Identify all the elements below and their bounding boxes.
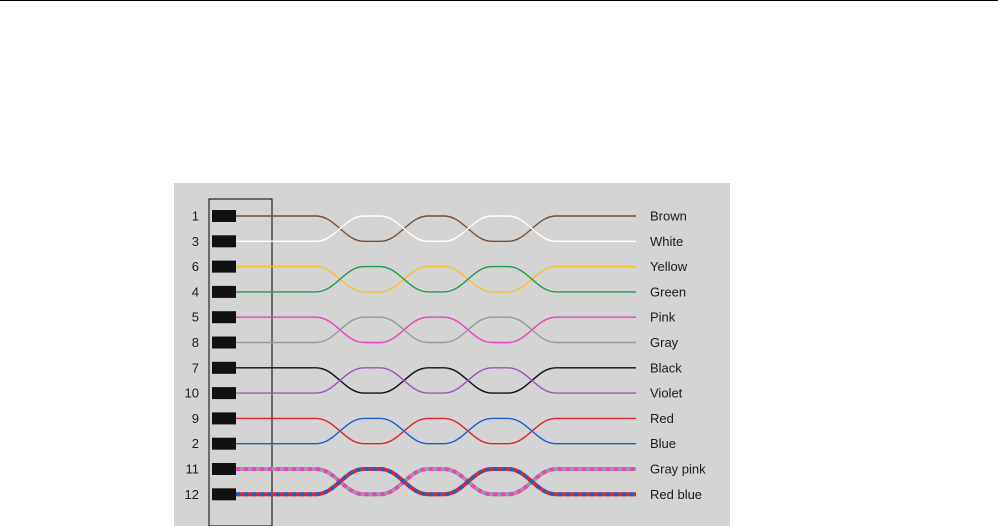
pin-number-11: 11	[186, 462, 200, 477]
wire-stripe-red-blue	[236, 467, 636, 497]
wire-label-green: Green	[650, 284, 686, 299]
wire-red	[236, 417, 636, 445]
wire-gray	[236, 316, 636, 344]
pin-number-1: 1	[192, 209, 199, 224]
wire-pink	[236, 316, 636, 344]
wire-label-violet: Violet	[650, 386, 683, 401]
pin-block-1	[212, 210, 236, 222]
wire-label-brown: Brown	[650, 209, 687, 224]
wire-stripe-gray-pink	[236, 467, 636, 497]
pin-number-7: 7	[192, 360, 199, 375]
wire-white	[236, 215, 636, 242]
wiring-diagram-svg: 1 Brown 3 White 6 Yellow 4 Green 5 Pink 8 Gray 7 Blac…	[185, 198, 707, 526]
pin-block-6	[212, 260, 236, 273]
pin-block-10	[212, 387, 236, 400]
wire-violet	[236, 367, 636, 394]
pin-number-12: 12	[185, 487, 199, 502]
pin-block-7	[212, 361, 236, 374]
wire-label-red-blue: Red blue	[650, 487, 702, 502]
pins-layer	[212, 210, 236, 501]
wire-label-red: Red	[650, 411, 674, 426]
pin-block-11	[212, 463, 236, 475]
wires-layer	[236, 215, 636, 497]
wire-label-yellow: Yellow	[650, 259, 688, 274]
pin-number-8: 8	[192, 335, 199, 350]
pin-number-2: 2	[192, 436, 199, 451]
pin-block-12	[212, 488, 236, 501]
wire-blue	[236, 417, 636, 445]
pin-number-9: 9	[192, 411, 199, 426]
wire-label-blue: Blue	[650, 436, 676, 451]
wire-brown	[236, 215, 636, 242]
pin-number-5: 5	[192, 310, 199, 325]
wire-gray-pink	[236, 467, 636, 497]
pin-block-2	[212, 437, 236, 450]
wiring-diagram: 1 Brown 3 White 6 Yellow 4 Green 5 Pink 8 Gray 7 Blac…	[174, 183, 730, 526]
wire-label-gray: Gray	[650, 335, 679, 350]
wire-black	[236, 367, 636, 394]
pin-block-4	[212, 285, 236, 298]
pin-number-4: 4	[192, 284, 199, 299]
wire-label-pink: Pink	[650, 310, 676, 325]
connector-frame	[208, 198, 273, 526]
wire-green	[236, 265, 636, 293]
wire-label-white: White	[650, 234, 683, 249]
pin-number-6: 6	[192, 259, 199, 274]
wire-red-blue	[236, 467, 636, 497]
pin-block-9	[212, 412, 236, 425]
wire-label-gray-pink: Gray pink	[650, 462, 706, 477]
pin-number-3: 3	[192, 234, 199, 249]
pin-number-10: 10	[185, 386, 199, 401]
wire-label-black: Black	[650, 360, 682, 375]
top-rule	[0, 0, 998, 1]
labels-layer: 1 Brown 3 White 6 Yellow 4 Green 5 Pink 8 Gray 7 Blac…	[185, 209, 707, 502]
pin-block-3	[212, 235, 236, 248]
pin-block-8	[212, 336, 236, 349]
wire-yellow	[236, 265, 636, 293]
pin-block-5	[212, 311, 236, 324]
